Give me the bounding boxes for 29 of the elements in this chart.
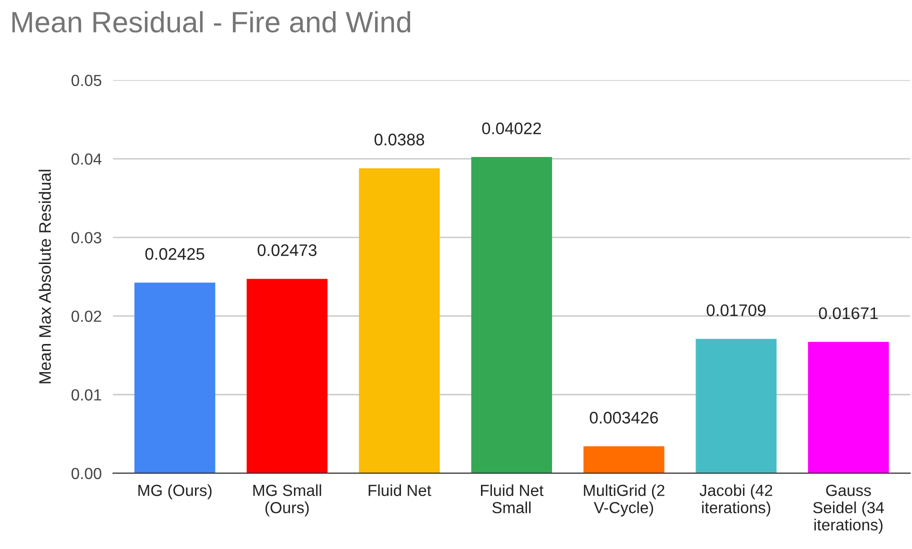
x-tick-label: MultiGrid (2 V-Cycle) bbox=[584, 484, 664, 516]
data-label: 0.02473 bbox=[258, 244, 316, 256]
bar bbox=[471, 157, 552, 474]
data-label: 0.04022 bbox=[482, 122, 541, 134]
bar bbox=[808, 342, 889, 474]
y-tick-label: 0.02 bbox=[72, 310, 102, 322]
x-tick-label: Gauss Seidel (34 iterations) bbox=[813, 484, 884, 534]
chart-title: Mean Residual - Fire and Wind bbox=[12, 11, 410, 33]
y-tick-label: 0.03 bbox=[72, 232, 102, 244]
y-axis-title: Mean Max Absolute Residual bbox=[38, 170, 51, 384]
y-tick-label: 0.01 bbox=[72, 389, 102, 401]
y-tick-label: 0.00 bbox=[72, 468, 102, 480]
data-label: 0.02425 bbox=[145, 248, 204, 260]
bar bbox=[696, 338, 777, 474]
data-label: 0.003426 bbox=[590, 412, 658, 424]
x-tick-label: Fluid Net Small bbox=[480, 484, 544, 514]
x-tick-label: MG (Ours) bbox=[138, 484, 212, 500]
bar bbox=[134, 282, 216, 474]
y-tick-label: 0.04 bbox=[72, 153, 102, 165]
bar bbox=[583, 446, 664, 474]
data-label: 0.01671 bbox=[818, 307, 878, 320]
y-tick-label: 0.05 bbox=[72, 74, 102, 86]
x-tick-label: Jacobi (42 iterations) bbox=[700, 484, 772, 516]
data-label: 0.01709 bbox=[706, 304, 766, 316]
x-tick-label: MG Small (Ours) bbox=[253, 484, 322, 516]
data-label: 0.0388 bbox=[374, 134, 424, 146]
bar bbox=[358, 168, 440, 474]
bar bbox=[246, 278, 328, 474]
x-tick-label: Fluid Net bbox=[368, 484, 432, 496]
